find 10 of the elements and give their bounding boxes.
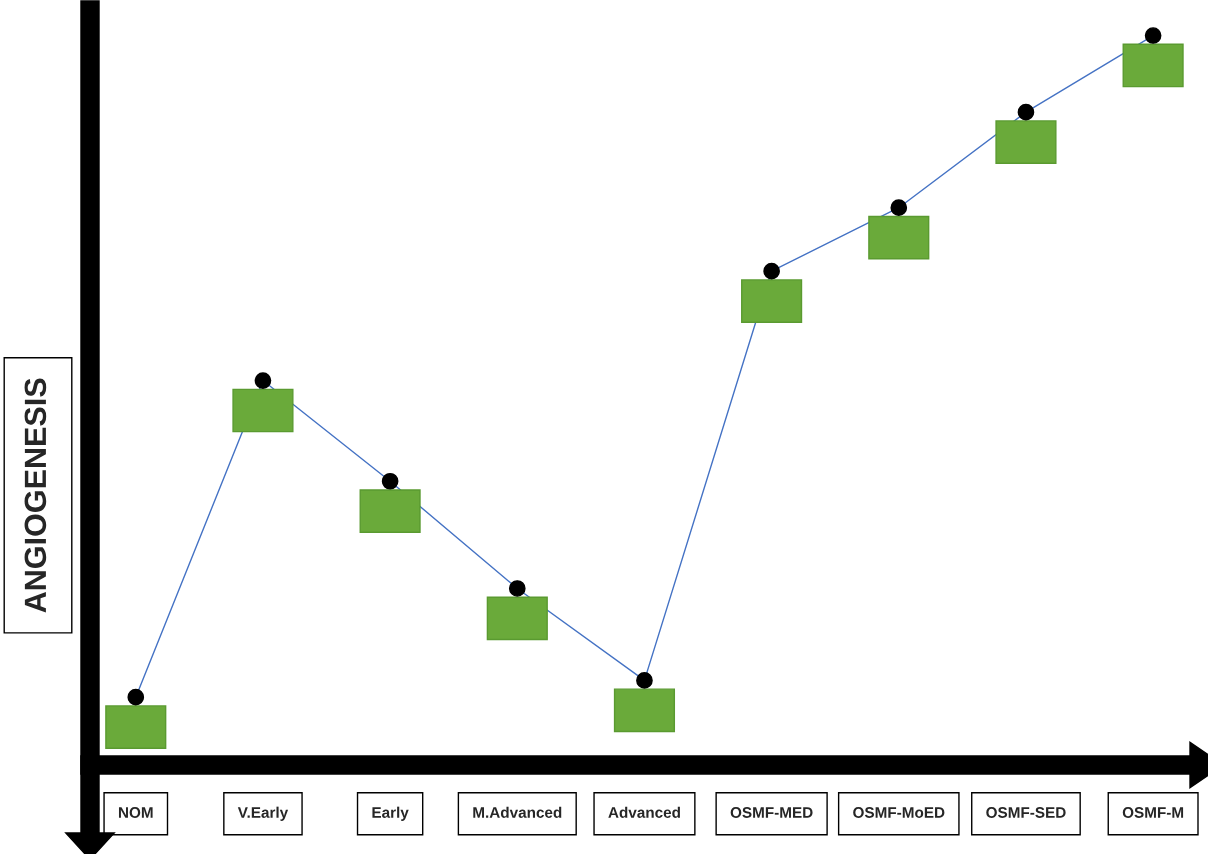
y-axis-title: ANGIOGENESIS: [24, 378, 47, 613]
x-tick-label: M.Advanced: [473, 806, 562, 818]
x-tick-label: OSMF-MED: [730, 807, 813, 818]
x-tick-label: Early: [372, 806, 409, 821]
x-tick-label: OSMF-MoED: [853, 807, 945, 818]
x-tick-label: V.Early: [237, 806, 289, 821]
x-tick-label: NOM: [118, 807, 153, 818]
x-tick-label: Advanced: [608, 806, 680, 818]
x-tick-label: OSMF-SED: [986, 807, 1066, 818]
x-tick-label: OSMF-M: [1122, 807, 1184, 818]
